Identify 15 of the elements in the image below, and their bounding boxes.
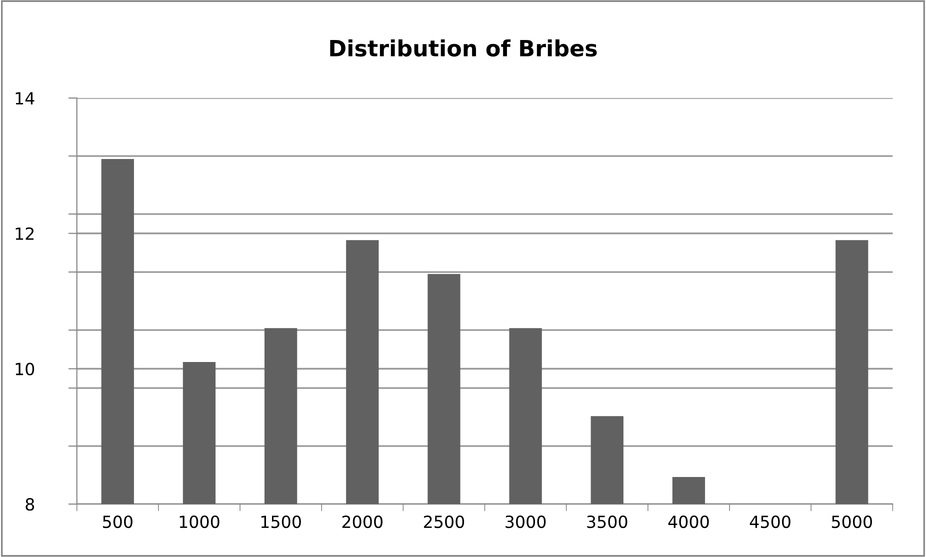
x-tick-label: 2000: [342, 515, 382, 528]
y-tick-label: 12: [16, 227, 34, 240]
x-tick-label: 4000: [668, 515, 709, 528]
x-tick-label: 1000: [180, 515, 220, 528]
x-tick-label: 2500: [424, 515, 464, 528]
y-tick-label: 8: [26, 498, 34, 511]
chart-title: Distribution of Bribes: [330, 39, 597, 57]
x-tick-label: 3500: [587, 515, 628, 528]
x-tick-label: 1500: [261, 515, 301, 528]
x-tick-label: 4500: [750, 515, 790, 528]
y-tick-label: 14: [16, 92, 34, 104]
y-tick-label: 10: [16, 362, 34, 376]
x-tick-label: 5000: [832, 515, 872, 528]
x-tick-label: 500: [103, 515, 132, 528]
x-tick-label: 3000: [506, 515, 546, 528]
